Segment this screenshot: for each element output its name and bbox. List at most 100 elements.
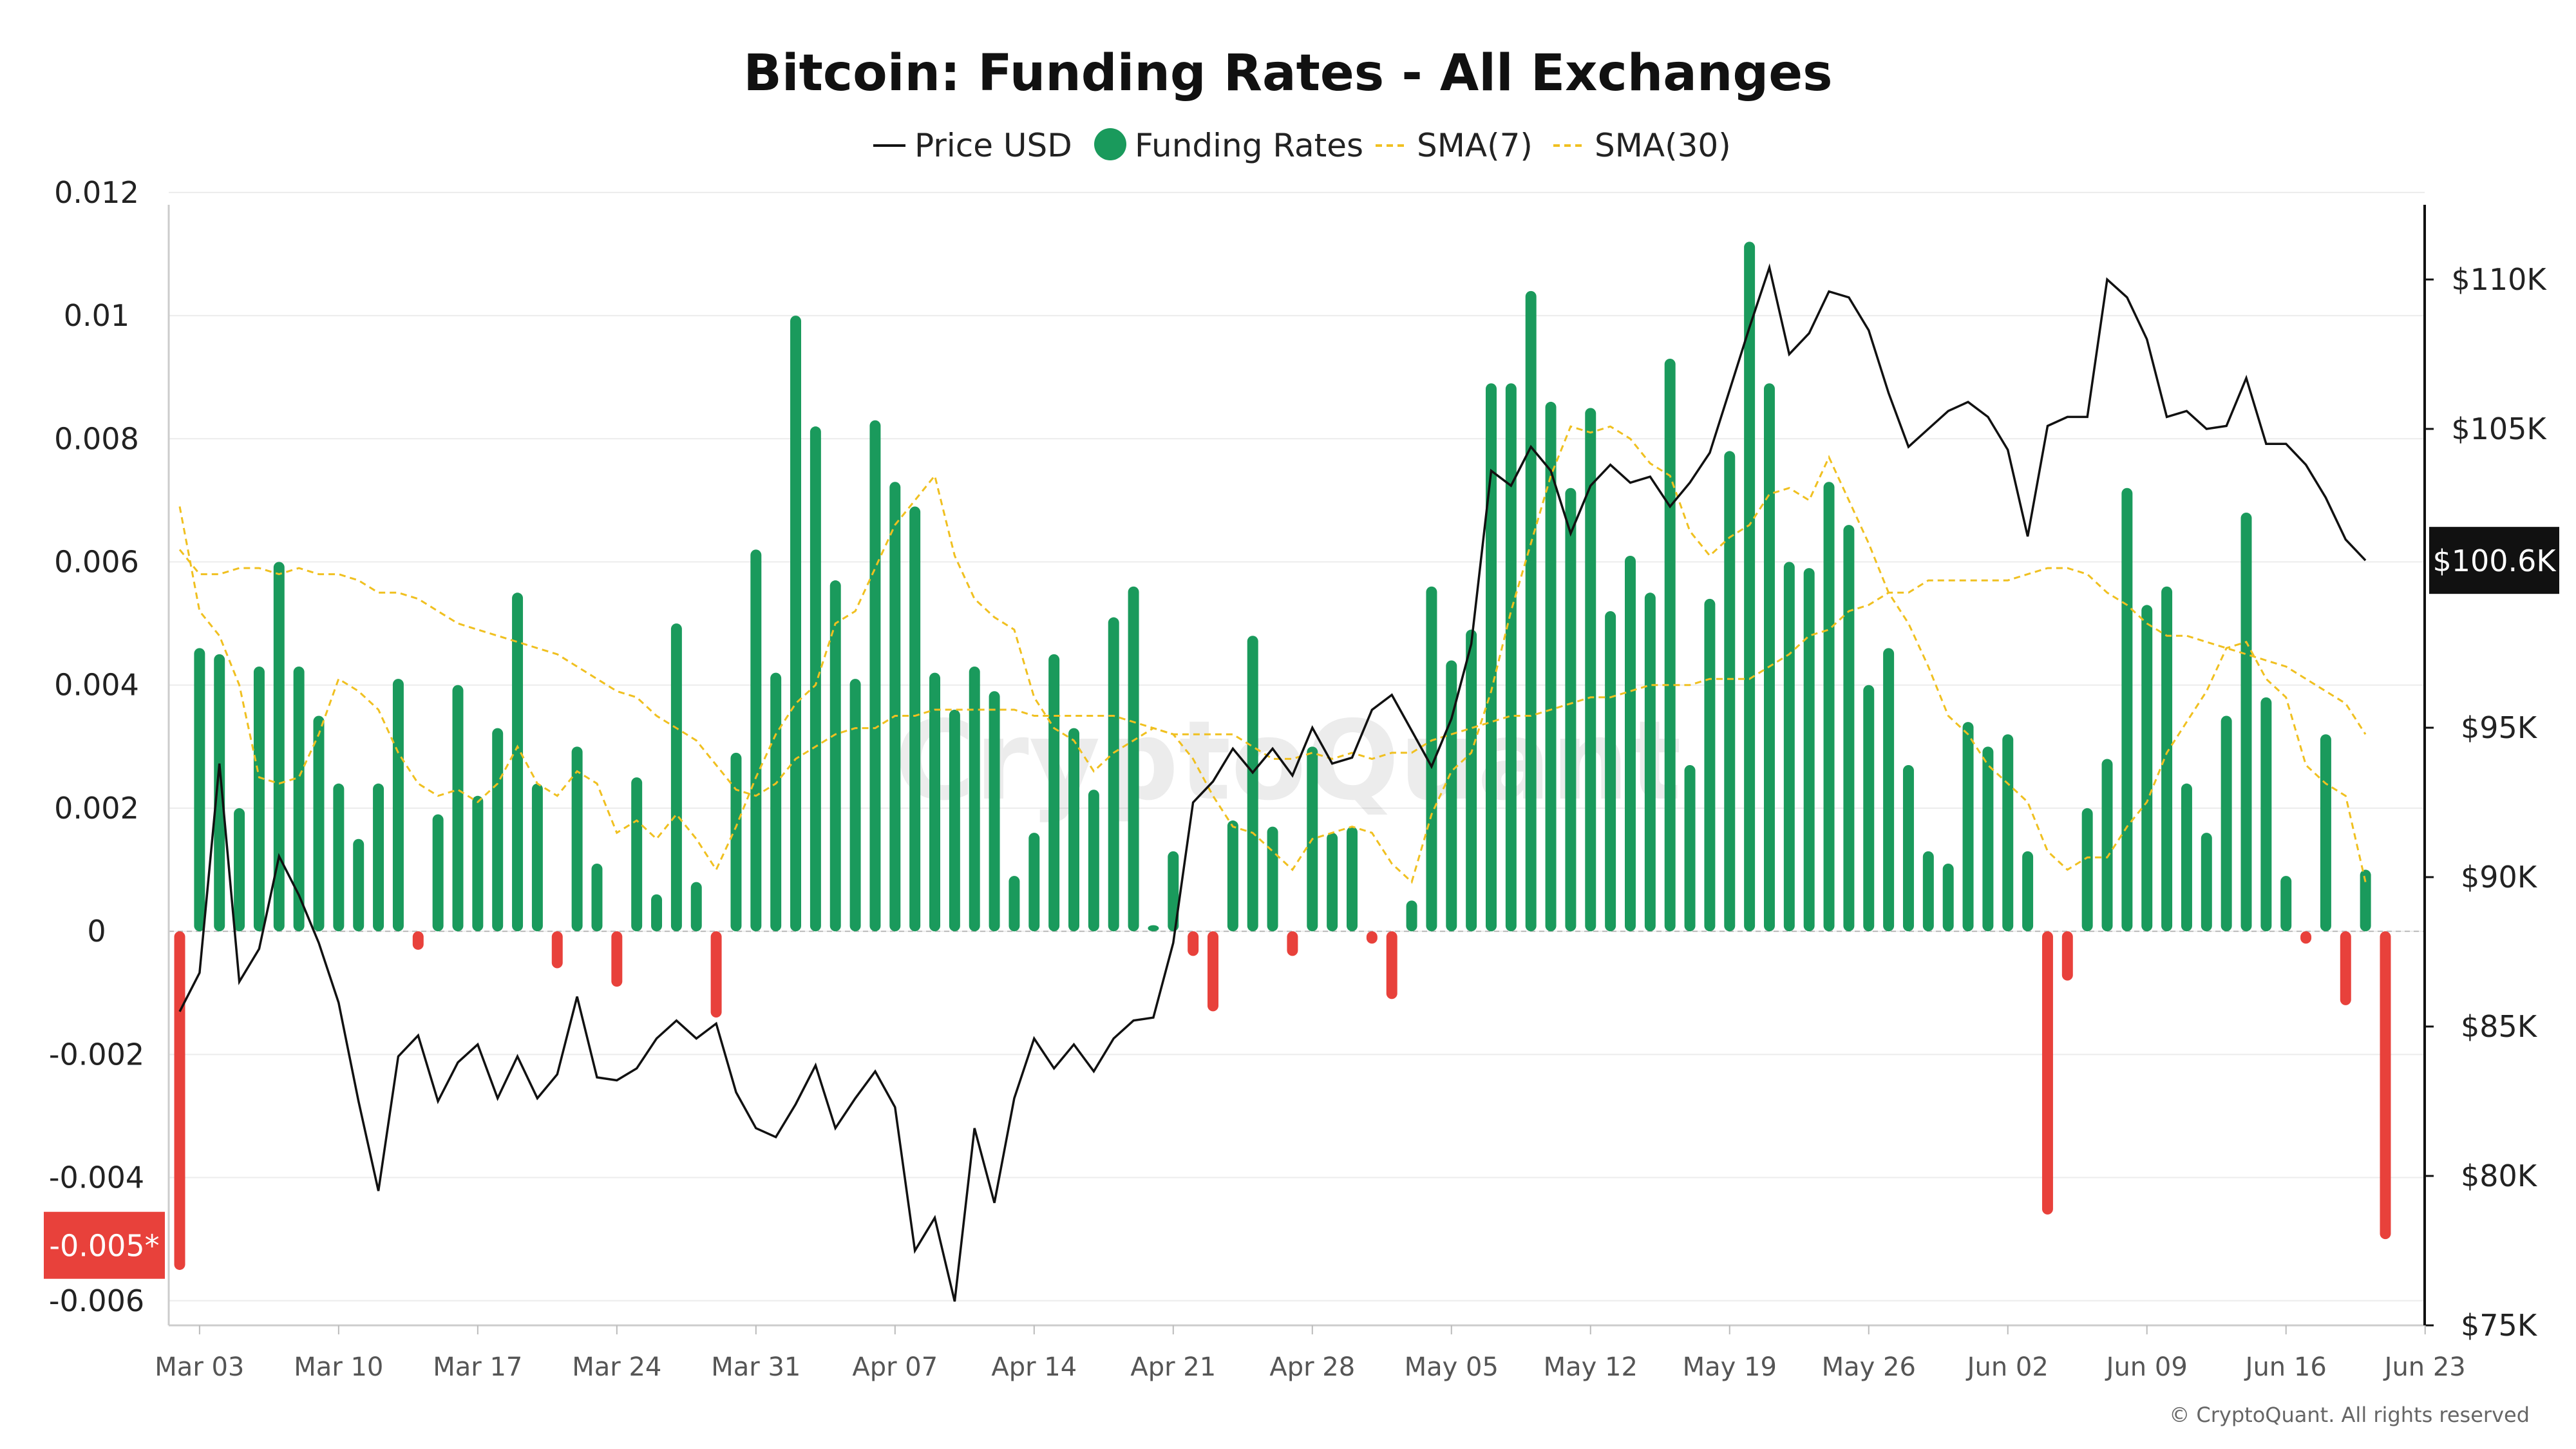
x-tick-label: Mar 31: [711, 1352, 800, 1382]
funding-rate-bar: [1565, 488, 1577, 932]
funding-rate-bar: [989, 691, 1000, 932]
left-tick-label: 0.012: [54, 175, 139, 210]
funding-rate-bar: [571, 746, 583, 932]
funding-rate-bar: [849, 679, 861, 932]
funding-rate-bar: [810, 426, 821, 932]
funding-rate-bars: [174, 242, 2391, 1270]
funding-rate-bar: [1486, 383, 1497, 932]
funding-rate-bar: [690, 882, 702, 932]
funding-rate-bar: [2320, 734, 2331, 932]
funding-rate-bar: [2380, 931, 2391, 1240]
funding-rate-bar: [1128, 586, 1139, 932]
legend-sma30-label[interactable]: SMA(30): [1595, 127, 1731, 164]
x-tick-label: Jun 09: [2105, 1352, 2188, 1382]
funding-rate-bar: [1783, 562, 1795, 932]
funding-rate-bar: [2260, 697, 2272, 932]
legend-price-label[interactable]: Price USD: [914, 127, 1072, 164]
funding-rate-bar: [1168, 851, 1179, 932]
funding-rate-bar: [1247, 636, 1258, 932]
funding-rate-bar: [2141, 605, 2153, 932]
funding-rate-bar: [869, 420, 881, 932]
funding-rate-bar: [730, 752, 742, 932]
funding-rate-bar: [2061, 931, 2073, 981]
funding-rate-bar: [1048, 654, 1060, 932]
funding-rate-bar: [1088, 790, 1099, 932]
funding-rate-bar: [1962, 722, 1974, 932]
funding-rate-bar: [1287, 931, 1298, 956]
funding-rate-bar: [591, 863, 603, 932]
x-tick-label: Apr 07: [852, 1352, 938, 1382]
funding-rate-bar: [1823, 482, 1835, 932]
x-tick-label: Jun 23: [2383, 1352, 2466, 1382]
funding-rate-bar: [1208, 931, 1218, 1012]
funding-rate-bar: [333, 783, 345, 932]
funding-rate-bar: [432, 814, 444, 932]
legend: Price USD Funding Rates SMA(7) SMA(30): [873, 127, 1731, 164]
current-funding-rate-badge: [44, 1211, 165, 1279]
funding-rate-bar: [1108, 617, 1119, 932]
x-tick-label: Apr 28: [1269, 1352, 1355, 1382]
funding-rate-bar: [512, 592, 524, 932]
chart-title: Bitcoin: Funding Rates - All Exchanges: [743, 44, 1832, 102]
funding-rate-bar: [929, 672, 941, 932]
funding-rate-bar: [2240, 513, 2252, 932]
funding-rate-bar: [273, 562, 285, 932]
legend-sma7-label[interactable]: SMA(7): [1417, 127, 1533, 164]
funding-rate-bar: [2161, 586, 2173, 932]
funding-rate-bar: [313, 715, 325, 932]
funding-rate-bar: [234, 808, 245, 932]
sma30-line: [178, 549, 2367, 797]
funding-rate-bar: [1267, 826, 1278, 932]
funding-rate-bar: [889, 482, 901, 932]
funding-rate-bar: [253, 667, 265, 932]
left-tick-label: -0.004: [49, 1160, 144, 1195]
funding-rate-bar: [2002, 734, 2014, 932]
funding-rate-bar: [2022, 851, 2034, 932]
funding-rate-bar: [194, 648, 205, 932]
x-tick-label: Mar 17: [433, 1352, 522, 1382]
funding-rate-bar: [2280, 876, 2292, 932]
funding-rate-bar: [1803, 568, 1815, 932]
funding-rate-bar: [2201, 833, 2212, 932]
legend-funding-swatch: [1094, 128, 1126, 160]
axes: [167, 205, 2434, 1334]
line-series: [178, 263, 2367, 1302]
right-tick-label: $85K: [2461, 1009, 2538, 1044]
left-tick-label: 0: [87, 914, 106, 949]
copyright-credit: © CryptoQuant. All rights reserved: [2169, 1403, 2530, 1427]
tick-labels: 0.012 0.01 0.008 0.006 0.004 0.002 0 -0.002 -0.0…: [44, 175, 2559, 1382]
funding-rate-bar: [2101, 759, 2113, 932]
funding-rate-bar: [472, 795, 484, 932]
funding-rate-bar: [1366, 931, 1378, 944]
funding-rate-bar: [174, 931, 185, 1270]
x-tick-label: May 12: [1544, 1352, 1638, 1382]
funding-rate-bar: [1744, 242, 1756, 932]
funding-rate-bar: [392, 679, 404, 932]
funding-rate-bar: [651, 894, 663, 932]
funding-rate-bar: [2360, 869, 2371, 932]
funding-rate-bar: [1624, 555, 1636, 932]
right-tick-label: $95K: [2461, 710, 2538, 745]
funding-rate-bar: [969, 667, 980, 932]
funding-rate-bar: [710, 931, 722, 1018]
left-tick-label: 0.006: [54, 545, 139, 580]
funding-rate-bar: [1724, 451, 1736, 932]
left-tick-label: 0.01: [64, 298, 129, 333]
funding-rate-bar: [1068, 728, 1079, 932]
x-tick-label: Jun 16: [2244, 1352, 2327, 1382]
funding-rate-bar: [750, 549, 762, 932]
sma7-line: [178, 425, 2367, 884]
x-tick-label: Jun 02: [1965, 1352, 2049, 1382]
funding-rate-bar: [1644, 592, 1656, 932]
funding-rate-bar: [1148, 925, 1159, 932]
funding-rate-bar: [412, 931, 424, 950]
funding-rate-bar: [1525, 290, 1537, 932]
legend-funding-label[interactable]: Funding Rates: [1135, 127, 1363, 164]
funding-rate-bar: [611, 931, 623, 987]
funding-rate-bar: [1664, 359, 1676, 932]
funding-rate-bar: [293, 667, 305, 932]
funding-rate-bar: [2221, 715, 2232, 932]
right-tick-label: $75K: [2461, 1308, 2538, 1343]
